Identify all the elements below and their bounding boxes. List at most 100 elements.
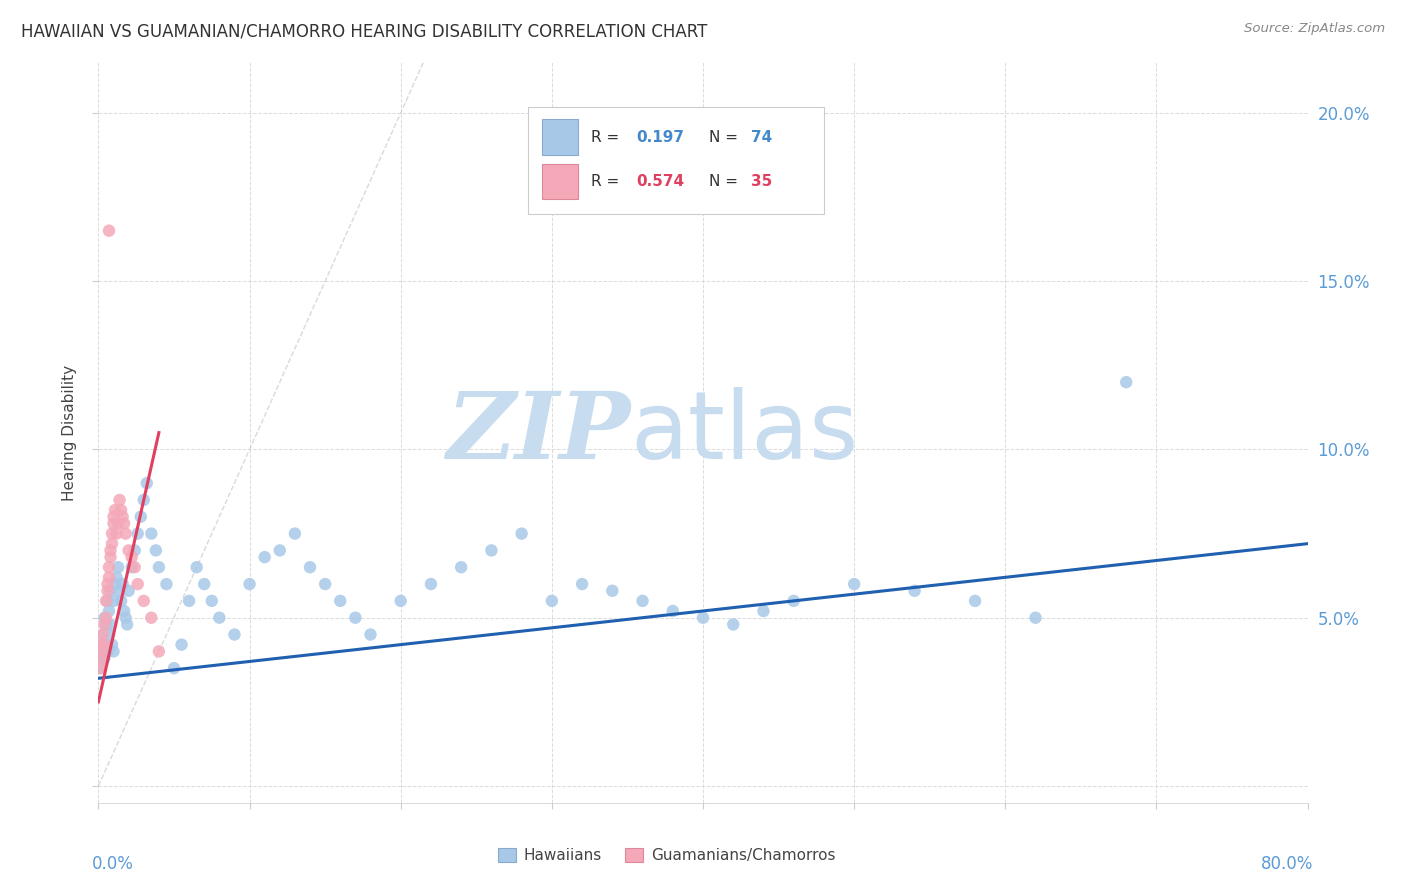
Point (91, 627, 114, 641)
Point (148, 644, 170, 658)
Point (163, 661, 186, 675)
Point (94, 594, 117, 608)
Point (98, 570, 121, 584)
Point (91, 638, 114, 652)
Point (93, 638, 115, 652)
Point (124, 543, 146, 558)
Point (602, 583, 624, 598)
Legend: Hawaiians, Guamanians/Chamorros: Hawaiians, Guamanians/Chamorros (492, 842, 842, 869)
Point (631, 594, 654, 608)
Point (103, 509, 125, 524)
Point (186, 560, 208, 574)
Point (111, 509, 134, 524)
Point (148, 560, 170, 574)
Point (179, 594, 201, 608)
Point (105, 570, 128, 584)
Point (118, 583, 141, 598)
Point (253, 550, 276, 565)
Point (360, 627, 382, 641)
Text: 80.0%: 80.0% (1261, 855, 1313, 872)
Text: R =: R = (591, 129, 619, 145)
Point (98, 560, 121, 574)
Point (103, 644, 125, 658)
Point (284, 526, 307, 541)
Point (239, 577, 262, 591)
Point (103, 516, 125, 531)
Point (141, 526, 163, 541)
Point (101, 526, 124, 541)
Point (104, 503, 127, 517)
Point (93, 610, 115, 624)
Text: ZIP: ZIP (446, 388, 630, 477)
Point (89, 661, 111, 675)
Text: N =: N = (709, 174, 738, 189)
Point (98, 627, 121, 641)
Point (481, 543, 503, 558)
Point (389, 594, 412, 608)
Point (96, 577, 118, 591)
Text: 0.574: 0.574 (637, 174, 685, 189)
Point (135, 476, 157, 491)
Y-axis label: Hearing Disability: Hearing Disability (62, 365, 77, 500)
Point (91, 627, 114, 641)
Point (98, 224, 121, 238)
Point (94, 617, 117, 632)
Point (965, 594, 987, 608)
Point (201, 594, 224, 608)
Point (108, 583, 131, 598)
Point (129, 509, 152, 524)
Point (193, 577, 215, 591)
Point (90, 644, 112, 658)
Point (145, 543, 167, 558)
Point (127, 526, 149, 541)
Text: atlas: atlas (630, 386, 859, 479)
Point (89, 661, 111, 675)
Point (90, 644, 112, 658)
Point (314, 577, 336, 591)
Bar (543, 164, 578, 200)
Point (1115, 375, 1137, 389)
Point (844, 577, 866, 591)
Point (208, 610, 231, 624)
Point (103, 594, 125, 608)
Point (94, 610, 117, 624)
Point (110, 503, 132, 517)
Point (571, 577, 593, 591)
Point (121, 560, 143, 574)
Point (121, 550, 143, 565)
Point (118, 543, 141, 558)
Point (904, 583, 927, 598)
Text: N =: N = (709, 129, 738, 145)
Point (111, 577, 134, 591)
Point (107, 560, 129, 574)
Point (450, 560, 472, 574)
Point (101, 536, 124, 550)
Text: 74: 74 (751, 129, 773, 145)
Point (783, 594, 806, 608)
Point (100, 543, 122, 558)
Point (114, 526, 136, 541)
Point (108, 492, 131, 507)
Point (114, 610, 136, 624)
Point (124, 560, 146, 574)
Point (132, 492, 155, 507)
Point (98, 604, 121, 618)
Point (96, 583, 118, 598)
Point (1024, 610, 1046, 624)
Point (94, 638, 117, 652)
Point (420, 577, 443, 591)
Point (104, 577, 127, 591)
Point (155, 577, 177, 591)
Point (112, 516, 135, 531)
Point (90, 651, 112, 665)
Point (141, 610, 163, 624)
Point (100, 617, 122, 632)
Point (107, 516, 129, 531)
Point (93, 651, 115, 665)
Text: R =: R = (591, 174, 619, 189)
Point (692, 610, 714, 624)
Point (90, 638, 112, 652)
Point (115, 617, 138, 632)
Point (96, 594, 118, 608)
Point (170, 638, 193, 652)
